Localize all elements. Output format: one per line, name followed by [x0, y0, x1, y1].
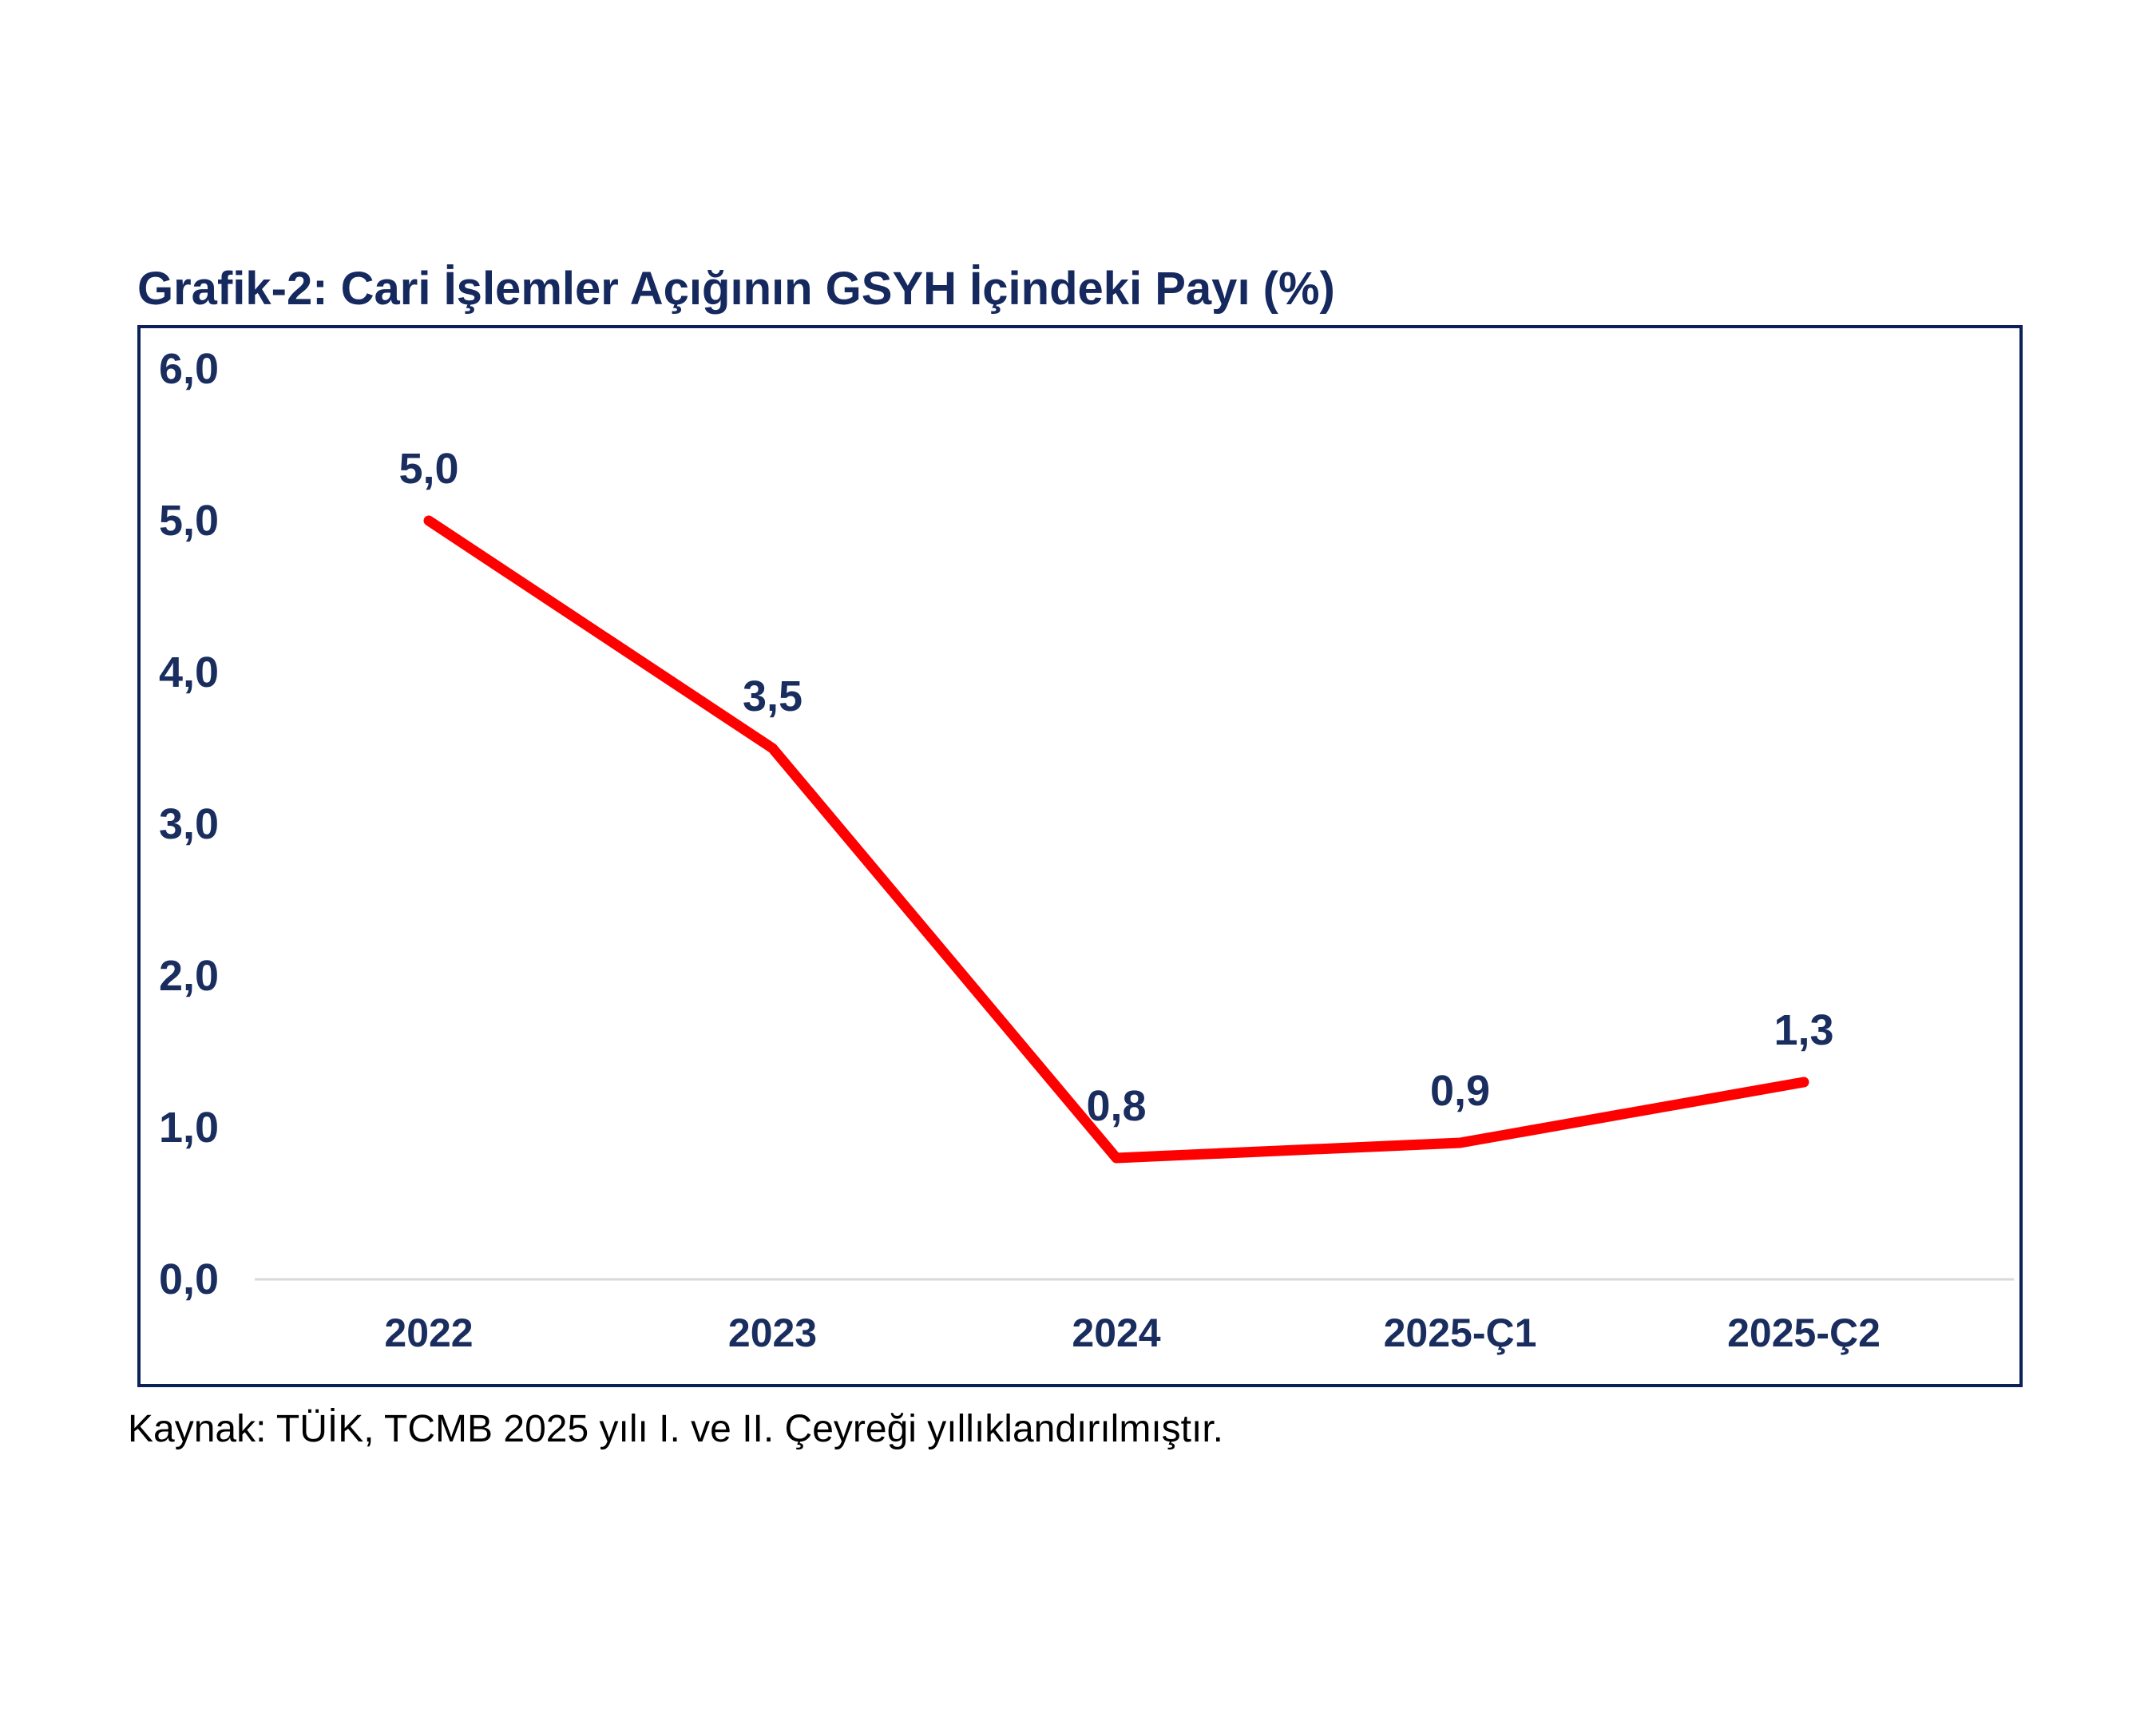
data-point-label: 3,5 — [742, 672, 803, 720]
line-plot — [137, 325, 2023, 1387]
y-tick-label: 3,0 — [159, 800, 220, 848]
x-tick-label: 2025-Ç1 — [1383, 1311, 1537, 1355]
x-tick-label: 2023 — [727, 1311, 818, 1355]
x-tick-label: 2024 — [1072, 1311, 1161, 1355]
y-tick-label: 0,0 — [159, 1255, 220, 1303]
y-tick-label: 6,0 — [159, 345, 220, 393]
data-point-label: 1,3 — [1774, 1006, 1834, 1054]
data-point-label: 0,9 — [1429, 1067, 1491, 1115]
x-tick-label: 2025-Ç2 — [1727, 1311, 1881, 1355]
data-point-label: 0,8 — [1086, 1082, 1147, 1130]
source-note: Kaynak: TÜİK, TCMB 2025 yılı I. ve II. Ç… — [128, 1408, 1224, 1450]
y-tick-label: 5,0 — [159, 497, 220, 545]
chart-frame: 6,0 5,0 4,0 3,0 2,0 1,0 0,0 2022 2023 2024 2025-Ç… — [137, 325, 2023, 1387]
y-tick-label: 2,0 — [159, 952, 220, 1000]
chart-title: Grafik-2: Cari İşlemler Açığının GSYH İç… — [137, 263, 1335, 315]
x-tick-label: 2022 — [384, 1311, 474, 1355]
plot-border — [137, 325, 2023, 1387]
series-line — [423, 515, 1809, 1164]
y-tick-label: 4,0 — [159, 648, 220, 696]
data-point-label: 5,0 — [398, 445, 459, 493]
y-tick-label: 1,0 — [159, 1104, 220, 1152]
